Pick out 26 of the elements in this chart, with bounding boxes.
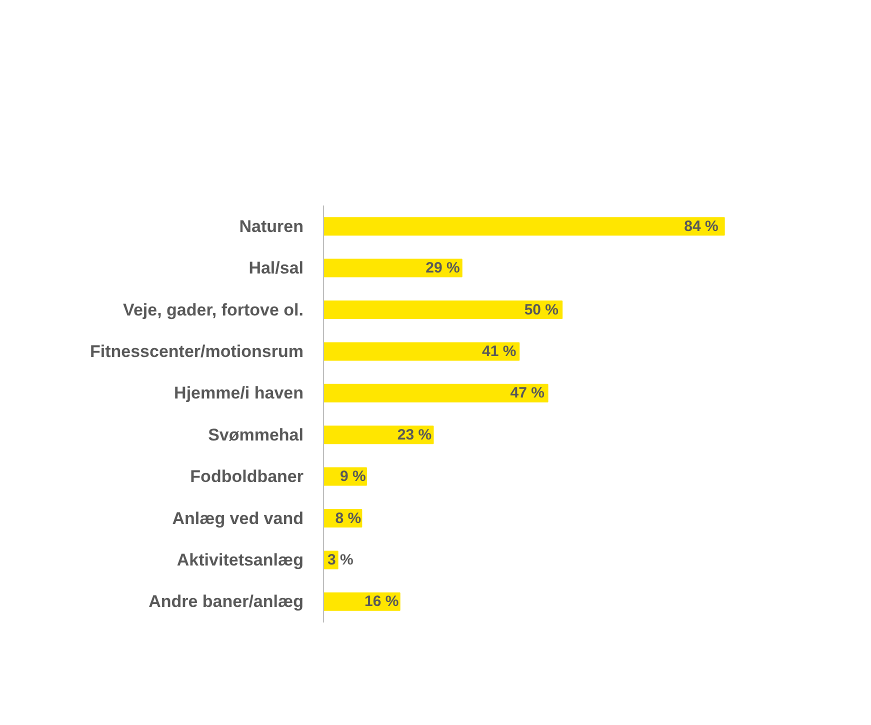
y-tick-label: Veje, gader, fortove ol. (123, 300, 304, 320)
y-tick-label: Fitnesscenter/motionsrum (90, 342, 304, 361)
data-label: 50 % (524, 301, 559, 318)
bar (324, 217, 725, 236)
y-tick-label: Andre baner/anlæg (148, 592, 304, 612)
y-tick-label: Anlæg ved vand (172, 508, 304, 528)
y-tick-label: Aktivitetsanlæg (176, 550, 304, 570)
y-tick-label: Svømmehal (208, 425, 304, 444)
bar (324, 300, 563, 320)
data-label: 16 % (364, 593, 399, 610)
data-label: 23 % (397, 426, 432, 444)
data-label: 84 % (684, 218, 718, 235)
bar (324, 342, 520, 361)
data-label: 9 % (340, 468, 366, 486)
y-tick-label: Fodboldbaner (190, 467, 304, 486)
data-label: 47 % (510, 384, 544, 402)
data-label: 3 % (328, 551, 354, 568)
data-label: 41 % (482, 342, 516, 360)
bar (324, 426, 434, 444)
y-tick-label: Hal/sal (248, 258, 304, 278)
bar (324, 384, 548, 402)
data-label: 8 % (335, 510, 362, 527)
y-tick-label: Naturen (239, 216, 304, 236)
bar (324, 258, 462, 278)
data-label: 29 % (426, 260, 460, 277)
y-tick-label: Hjemme/i haven (174, 384, 304, 403)
